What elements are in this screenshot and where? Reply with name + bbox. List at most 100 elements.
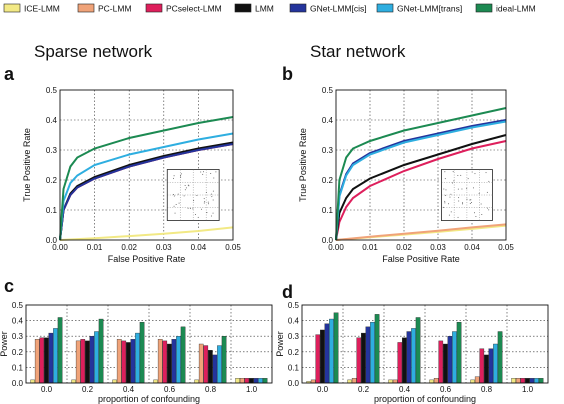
bar-lmm-c [167, 343, 172, 384]
ytick-label-c: 0.2 [12, 348, 24, 357]
plot-frame-d [301, 304, 549, 384]
inset-point-b [486, 191, 488, 193]
bar-gnet-lmm-trans-d [493, 343, 498, 384]
right-column-title: Star network [310, 42, 406, 61]
bar-ideal-lmm-c [262, 378, 268, 384]
bar-pcselect-lmm-d [520, 378, 526, 384]
ytick-label-c: 0.0 [12, 379, 24, 388]
series-line-ideal-lmm-b [335, 107, 507, 241]
inset-point-a [197, 216, 199, 218]
left-column-title: Sparse network [34, 42, 153, 61]
bar-pcselect-lmm-d [356, 337, 362, 384]
bar-gnet-lmm-trans-c [258, 378, 263, 384]
bar-ideal-lmm-d [497, 331, 503, 384]
inset-point-b [462, 202, 464, 204]
bar-pc-lmm-c [198, 343, 204, 384]
ytick-label-b: 0.0 [322, 236, 334, 245]
inset-point-b [478, 193, 480, 195]
xtick-label-c: 1.0 [246, 385, 258, 394]
inset-point-a [210, 193, 212, 195]
bar-gnet-lmm-trans-d [534, 378, 539, 384]
panel-letter-b: b [282, 64, 293, 84]
series-line-gnet-lmm-trans-b [335, 120, 507, 241]
bar-gnet-lmm-trans-d [452, 331, 457, 384]
bar-pc-lmm-d [474, 376, 480, 384]
bar-pcselect-lmm-c [203, 345, 209, 384]
inset-point-b [442, 206, 444, 208]
ytick-label-a: 0.3 [46, 146, 58, 155]
inset-point-b [471, 171, 473, 173]
bar-ideal-lmm-c [139, 321, 145, 384]
y-axis-title-a: True Positive Rate [22, 128, 32, 202]
ytick-label-c: 0.3 [12, 332, 24, 341]
inset-point-a [189, 207, 191, 209]
inset-point-b [458, 200, 460, 202]
bar-ideal-lmm-d [374, 314, 380, 384]
bar-pc-lmm-d [515, 378, 521, 384]
inset-point-a [177, 193, 179, 195]
legend-label-ideal-lmm: ideal-LMM [496, 4, 536, 14]
ytick-label-a: 0.1 [46, 206, 58, 215]
inset-point-b [474, 173, 476, 175]
xtick-label-c: 0.0 [41, 385, 53, 394]
bar-pc-lmm-c [157, 339, 163, 384]
bar-ideal-lmm-d [415, 317, 421, 384]
charts: 0.0 0.1 0.2 0.3 0.4 0.5 0.00 0.01 0.02 0.03 0.04 0.… [0, 86, 549, 404]
panel-d: 0.0 0.1 0.2 0.3 0.4 0.5 0.0 0.2 0.4 0.6 0.8 1.0 prop… [275, 301, 549, 404]
inset-point-a [207, 203, 209, 205]
series-line-gnet-lmm-trans-a [59, 132, 234, 241]
inset-point-b [444, 202, 446, 204]
xtick-label-d: 1.0 [522, 385, 534, 394]
panel-b: 0.0 0.1 0.2 0.3 0.4 0.5 0.00 0.01 0.02 0.03 0.04 0.… [298, 86, 514, 264]
panel-a: 0.0 0.1 0.2 0.3 0.4 0.5 0.00 0.01 0.02 0.03 0.04 0.… [22, 86, 241, 264]
bar-ideal-lmm-d [456, 321, 462, 384]
bar-lmm-d [525, 378, 530, 384]
inset-point-b [443, 188, 445, 190]
ytick-label-b: 0.3 [322, 146, 334, 155]
inset-point-a [211, 196, 213, 198]
inset-point-a [210, 215, 212, 217]
bar-gnet-lmm-cis-d [488, 348, 494, 384]
bar-gnet-lmm-cis-d [529, 378, 535, 384]
bar-lmm-d [402, 337, 407, 384]
inset-point-a [212, 199, 214, 201]
inset-point-b [461, 188, 463, 190]
xtick-label-a: 0.01 [87, 243, 103, 252]
ytick-label-a: 0.0 [46, 236, 58, 245]
bar-gnet-lmm-trans-c [53, 328, 58, 384]
inset-point-b [470, 199, 472, 201]
ytick-label-d: 0.3 [288, 332, 300, 341]
y-axis-title-d: Power [275, 331, 285, 357]
bar-gnet-lmm-cis-c [130, 339, 136, 384]
inset-point-b [452, 171, 454, 173]
xtick-label-d: 0.6 [440, 385, 452, 394]
bar-lmm-d [361, 332, 366, 384]
inset-point-a [201, 208, 203, 210]
ytick-label-d: 0.1 [288, 363, 300, 372]
bar-gnet-lmm-trans-c [94, 331, 99, 384]
inset-point-b [488, 209, 490, 211]
legend-swatch-pc-lmm [77, 3, 95, 13]
inset-point-b [444, 178, 446, 180]
inset-point-a [184, 184, 186, 186]
inset-point-a [203, 202, 205, 204]
inset-point-b [469, 199, 471, 201]
bar-gnet-lmm-cis-d [447, 336, 453, 384]
xtick-label-b: 0.02 [396, 243, 412, 252]
xtick-label-c: 0.2 [82, 385, 94, 394]
inset-point-a [204, 201, 206, 203]
series-line-pc-lmm-b [335, 223, 507, 241]
y-axis-title-c: Power [0, 331, 9, 357]
xtick-label-b: 0.03 [430, 243, 446, 252]
series-line-ideal-lmm-a [59, 116, 234, 241]
legend-swatch-ideal-lmm [475, 3, 493, 13]
inset-point-b [450, 211, 452, 213]
bar-gnet-lmm-cis-d [365, 326, 371, 384]
ytick-label-d: 0.5 [288, 301, 300, 310]
plot-frame-a [59, 89, 234, 241]
inset-point-a [203, 198, 205, 200]
bar-pc-lmm-c [75, 340, 81, 384]
bar-pc-lmm-c [34, 339, 40, 384]
xtick-label-a: 0.03 [156, 243, 172, 252]
bar-gnet-lmm-cis-c [48, 332, 54, 384]
